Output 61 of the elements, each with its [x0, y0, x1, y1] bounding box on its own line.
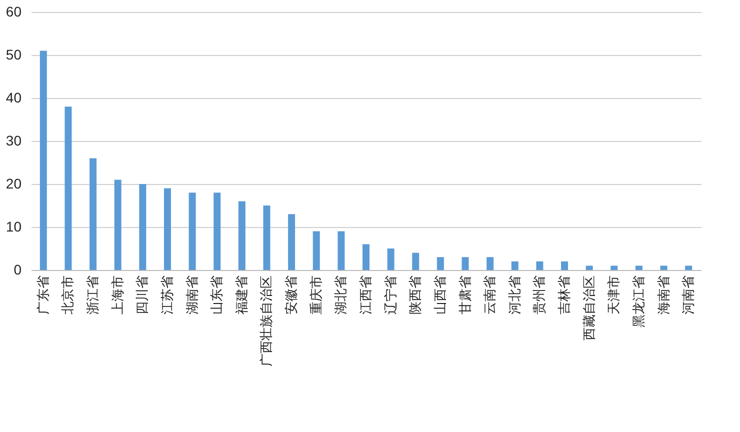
x-tick-label: 山东省: [210, 276, 226, 314]
bar: [511, 261, 518, 270]
bar: [312, 231, 320, 270]
bar: [685, 266, 692, 270]
bar: [338, 231, 345, 270]
bar: [412, 252, 420, 270]
x-tick-label: 甘肃省: [458, 276, 474, 314]
x-tick-label: 安徽省: [284, 276, 300, 314]
x-tick-label: 广西壮族自治区: [260, 276, 275, 366]
x-tick-label: 西藏自治区: [582, 276, 598, 340]
bar: [139, 184, 146, 270]
x-tick-label: 天津市: [607, 276, 622, 314]
bar: [90, 158, 97, 270]
bar: [288, 214, 296, 270]
x-tick-label: 上海市: [110, 276, 126, 314]
x-tick-label: 广东省: [36, 276, 52, 314]
bar: [436, 257, 444, 270]
x-tick-label: 云南省: [483, 276, 498, 314]
y-tick-label: 20: [6, 176, 22, 192]
x-tick-label: 河南省: [682, 276, 697, 314]
bar: [40, 50, 47, 270]
y-tick-label: 0: [14, 262, 22, 278]
bar: [486, 257, 494, 270]
bar: [635, 266, 642, 270]
bar: [263, 206, 270, 270]
bar: [188, 192, 196, 270]
x-tick-label: 福建省: [234, 276, 250, 314]
x-tick-label: 河北省: [508, 276, 523, 314]
x-tick-label: 湖南省: [185, 276, 200, 314]
y-tick-label: 50: [6, 46, 22, 62]
bar: [610, 266, 618, 270]
y-tick-label: 60: [6, 4, 22, 20]
bar: [164, 188, 171, 270]
x-tick-label: 海南省: [656, 276, 672, 314]
bar: [561, 261, 568, 270]
x-tick-label: 辽宁省: [382, 276, 399, 314]
bar: [660, 266, 668, 270]
bar: [64, 106, 72, 270]
y-tick-label: 10: [6, 218, 22, 234]
bar: [536, 261, 544, 270]
x-tick-label: 贵州省: [532, 276, 548, 314]
bar: [462, 257, 469, 270]
x-tick-label: 吉林省: [558, 276, 573, 314]
x-tick-label: 江西省: [359, 276, 374, 314]
bar: [362, 244, 370, 270]
bar: [114, 180, 122, 270]
x-tick-label: 山西省: [433, 276, 448, 314]
x-tick-label: 黑龙江省: [632, 276, 647, 328]
x-tick-label: 江苏省: [160, 276, 176, 314]
x-tick-label: 四川省: [136, 276, 151, 314]
x-tick-label: 陕西省: [408, 276, 424, 314]
x-tick-label: 湖北省: [334, 276, 350, 314]
x-tick-label: 北京市: [61, 276, 76, 314]
bar: [238, 201, 246, 270]
y-tick-label: 40: [6, 90, 22, 106]
x-tick-label: 重庆市: [309, 276, 324, 314]
bar: [387, 248, 394, 270]
y-tick-label: 30: [6, 132, 22, 148]
bar: [586, 266, 593, 270]
bar: [214, 192, 221, 270]
x-tick-label: 浙江省: [86, 276, 102, 314]
